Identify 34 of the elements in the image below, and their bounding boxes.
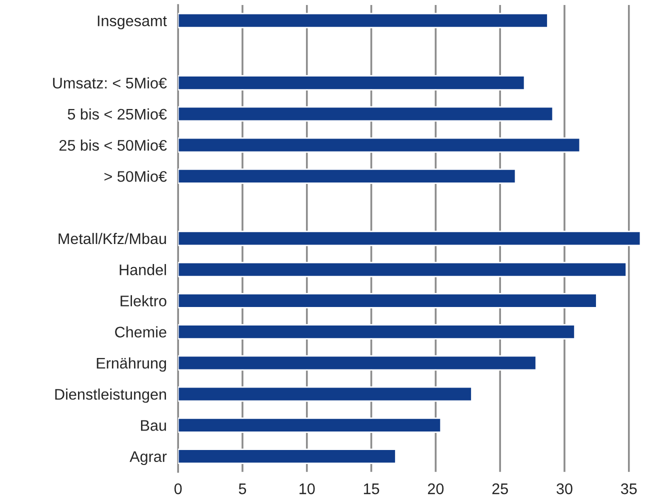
x-tick-label: 5 — [238, 484, 246, 494]
y-tick-label: Umsatz: < 5Mio€ — [53, 77, 167, 89]
bar — [178, 230, 642, 246]
y-tick-label: 5 bis < 25Mio€ — [68, 108, 167, 120]
y-tick-label: > 50Mio€ — [104, 170, 167, 182]
y-tick-label: Bau — [141, 420, 166, 431]
x-tick-label: 15 — [364, 484, 380, 494]
x-tick-label: 20 — [428, 483, 444, 494]
bar — [178, 324, 576, 340]
y-tick-label: Agrar — [130, 451, 167, 466]
bar — [178, 168, 516, 184]
x-tick-label: 35 — [620, 483, 637, 494]
y-tick-label: Insgesamt — [98, 16, 167, 30]
bar — [178, 262, 627, 278]
x-tick-label: 30 — [556, 483, 572, 494]
bar — [178, 417, 442, 433]
bar — [178, 386, 472, 402]
bar — [178, 293, 598, 308]
y-tick-label: Metall/Kfz/Mbau — [58, 232, 166, 244]
x-tick-label: 10 — [300, 483, 315, 494]
bar — [178, 448, 396, 464]
x-tick-label: 0 — [174, 483, 182, 494]
y-tick-label: Elektro — [120, 295, 166, 306]
y-tick-label: 25 bis < 50Mio€ — [59, 140, 167, 151]
bar — [178, 355, 537, 371]
y-tick-label: Handel — [120, 264, 166, 276]
y-tick-label: Dienstleistungen — [55, 388, 166, 403]
bar — [178, 106, 554, 122]
bar — [178, 75, 526, 91]
x-tick-label: 25 — [492, 483, 508, 494]
bar — [178, 137, 581, 153]
y-tick-label: Chemie — [115, 326, 166, 338]
bar — [178, 12, 548, 28]
y-tick-label: Ernährung — [96, 357, 166, 372]
